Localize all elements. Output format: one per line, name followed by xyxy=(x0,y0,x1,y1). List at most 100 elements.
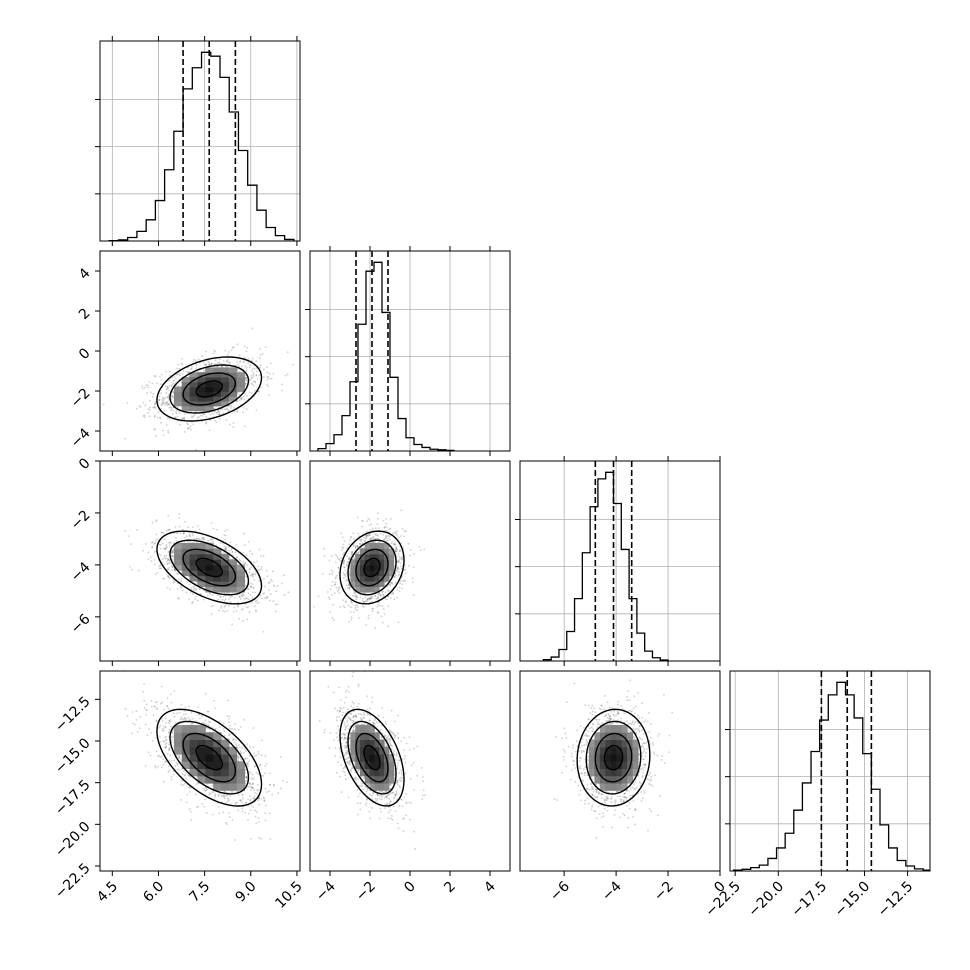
scatter-point xyxy=(162,577,165,580)
scatter-point xyxy=(236,410,239,413)
scatter-point xyxy=(193,541,196,543)
scatter-point xyxy=(223,408,226,411)
scatter-point xyxy=(195,364,198,367)
density-cell xyxy=(189,553,198,560)
scatter-point xyxy=(146,734,149,736)
scatter-point xyxy=(236,604,239,607)
scatter-point xyxy=(160,373,163,376)
scatter-point xyxy=(190,367,193,370)
scatter-point xyxy=(409,554,411,557)
density-cell xyxy=(350,559,356,566)
density-cell xyxy=(364,570,371,577)
scatter-point xyxy=(237,793,240,796)
scatter-point xyxy=(167,558,170,561)
scatter-point xyxy=(248,550,251,552)
scatter-point xyxy=(168,561,171,564)
scatter-point xyxy=(383,537,386,540)
scatter-point xyxy=(363,600,366,603)
density-cell xyxy=(360,575,366,582)
scatter-point xyxy=(375,534,378,537)
scatter-point xyxy=(355,598,358,601)
scatter-point xyxy=(218,361,221,364)
scatter-point xyxy=(398,558,401,561)
density-cell xyxy=(221,581,230,588)
scatter-point xyxy=(207,539,210,542)
scatter-point xyxy=(204,422,207,425)
scatter-point xyxy=(348,588,351,591)
density-cell xyxy=(213,575,222,582)
scatter-point xyxy=(224,598,227,601)
scatter-point xyxy=(393,598,396,601)
scatter-point xyxy=(141,385,143,388)
scatter-point xyxy=(398,549,401,552)
scatter-point xyxy=(329,611,332,614)
scatter-point xyxy=(168,559,170,562)
scatter-point xyxy=(152,406,155,409)
scatter-point xyxy=(212,412,214,415)
scatter-point xyxy=(245,350,248,353)
scatter-point xyxy=(155,766,157,769)
scatter-point xyxy=(168,393,170,396)
scatter-point xyxy=(230,404,233,407)
scatter-point xyxy=(392,543,395,546)
scatter-point xyxy=(183,717,185,720)
scatter-point xyxy=(213,407,216,410)
scatter-point xyxy=(249,364,251,367)
density-cell xyxy=(236,575,246,582)
scatter-point xyxy=(392,532,394,535)
scatter-point xyxy=(243,561,245,563)
scatter-point xyxy=(180,758,182,761)
scatter-point xyxy=(378,527,380,530)
scatter-point xyxy=(382,590,384,593)
scatter-point xyxy=(169,541,172,544)
hist-step-2 xyxy=(542,471,669,661)
density-cell xyxy=(213,396,222,402)
scatter-point xyxy=(397,559,400,562)
scatter-point xyxy=(209,419,211,421)
density-cell xyxy=(213,386,222,392)
scatter-point xyxy=(159,547,162,550)
density-cell xyxy=(213,401,222,407)
scatter-point xyxy=(403,535,405,538)
scatter-point xyxy=(362,597,364,600)
scatter-point xyxy=(259,366,261,369)
scatter-point xyxy=(214,363,217,366)
scatter-point xyxy=(379,605,382,607)
scatter-point xyxy=(202,361,205,364)
scatter-point xyxy=(342,576,345,579)
scatter-point xyxy=(368,534,371,537)
scatter-point xyxy=(147,408,150,411)
scatter-point xyxy=(195,587,198,590)
density-cell xyxy=(221,391,230,397)
scatter-point xyxy=(388,528,391,531)
scatter-point xyxy=(247,541,250,543)
scatter-point xyxy=(179,532,182,535)
density-cell xyxy=(213,586,222,593)
scatter-point xyxy=(191,526,194,529)
scatter-point xyxy=(225,592,228,594)
scatter-point xyxy=(229,601,232,603)
density-cell xyxy=(213,377,222,383)
scatter-point xyxy=(348,620,351,623)
scatter-point xyxy=(388,538,391,541)
scatter-point xyxy=(215,421,218,424)
scatter-point xyxy=(379,532,382,535)
scatter-point xyxy=(385,598,388,601)
scatter-point xyxy=(397,561,400,564)
scatter-point xyxy=(202,536,205,539)
scatter-point xyxy=(334,577,337,580)
scatter-point xyxy=(368,524,371,527)
scatter-point xyxy=(239,750,242,752)
contour-1 xyxy=(355,548,389,587)
scatter-point xyxy=(401,583,404,586)
density-cell xyxy=(369,570,375,577)
scatter-point xyxy=(172,555,174,558)
scatter-point xyxy=(223,605,226,608)
scatter-point xyxy=(236,746,239,749)
scatter-point xyxy=(151,546,154,549)
scatter-point xyxy=(363,540,366,543)
scatter-point xyxy=(369,538,372,541)
scatter-point xyxy=(249,586,252,588)
scatter-point xyxy=(215,544,218,547)
density-cell xyxy=(205,581,214,588)
